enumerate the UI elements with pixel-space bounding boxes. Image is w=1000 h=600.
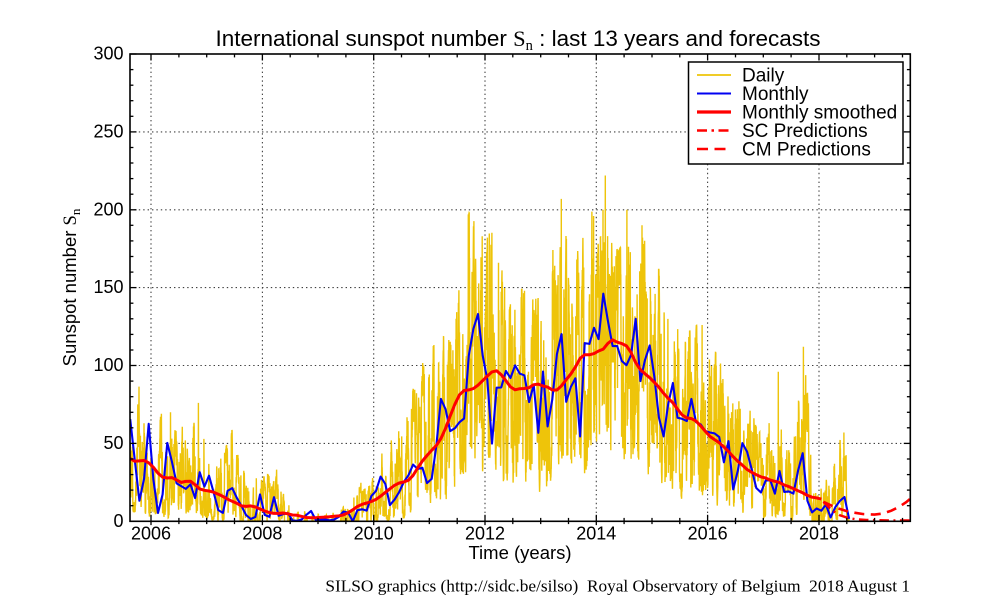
svg-text:SILSO graphics (http://sidc.be: SILSO graphics (http://sidc.be/silso) Ro… bbox=[325, 577, 910, 596]
svg-text:250: 250 bbox=[93, 122, 123, 142]
svg-text:150: 150 bbox=[93, 277, 123, 297]
svg-text:50: 50 bbox=[103, 433, 123, 453]
svg-text:Monthly smoothed: Monthly smoothed bbox=[742, 103, 897, 124]
svg-text:Time (years): Time (years) bbox=[468, 542, 571, 563]
svg-text:0: 0 bbox=[113, 511, 123, 531]
svg-text:CM Predictions: CM Predictions bbox=[742, 140, 871, 161]
svg-text:2008: 2008 bbox=[242, 524, 282, 544]
svg-text:100: 100 bbox=[93, 355, 123, 375]
svg-text:Monthly: Monthly bbox=[742, 84, 809, 105]
svg-text:2016: 2016 bbox=[688, 524, 728, 544]
svg-text:Daily: Daily bbox=[742, 66, 785, 87]
svg-text:2014: 2014 bbox=[576, 524, 616, 544]
svg-text:2006: 2006 bbox=[131, 524, 171, 544]
svg-text:International sunspot number S: International sunspot number Sn : last 1… bbox=[215, 26, 820, 54]
svg-text:300: 300 bbox=[93, 44, 123, 64]
svg-text:Sunspot number Sn: Sunspot number Sn bbox=[59, 208, 83, 366]
svg-text:2010: 2010 bbox=[354, 524, 394, 544]
svg-text:2012: 2012 bbox=[465, 524, 505, 544]
svg-text:SC Predictions: SC Predictions bbox=[742, 121, 868, 142]
svg-text:200: 200 bbox=[93, 199, 123, 219]
svg-text:2018: 2018 bbox=[799, 524, 839, 544]
